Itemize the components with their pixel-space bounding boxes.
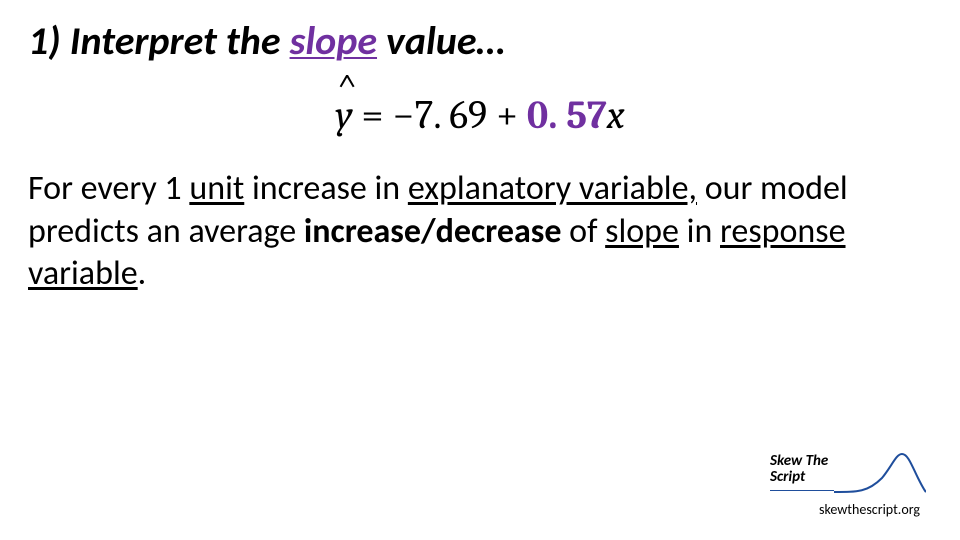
- slide: 1) Interpret the slope value… ^y = −7. 6…: [0, 0, 960, 540]
- body-t2: increase in: [244, 168, 408, 209]
- equation-operator: +: [496, 92, 527, 138]
- footer-url: skewthescript.org: [819, 501, 920, 518]
- equation-yhat: ^y: [335, 92, 352, 138]
- body-increase-decrease: increase/decrease: [304, 211, 562, 252]
- logo-curve-icon: [834, 448, 926, 498]
- logo-line2: Script: [770, 468, 805, 486]
- heading-suffix: value…: [377, 16, 505, 65]
- body-explanatory: explanatory variable,: [408, 168, 697, 209]
- slide-heading: 1) Interpret the slope value…: [28, 18, 932, 64]
- body-t6: of: [561, 211, 605, 252]
- logo-text: Skew The Script: [770, 454, 828, 486]
- interpretation-body: For every 1 unit increase in explanatory…: [28, 168, 932, 296]
- regression-equation: ^y = −7. 69 + 0. 57x: [28, 92, 932, 138]
- equation-intercept: −7. 69: [392, 92, 487, 138]
- body-t0: For every 1: [28, 168, 189, 209]
- body-unit: unit: [189, 168, 244, 209]
- body-slope: slope: [605, 211, 679, 252]
- skewthescript-logo: Skew The Script: [770, 450, 920, 494]
- equation-rhs-var: x: [607, 92, 625, 138]
- equation-slope: 0. 57: [527, 92, 607, 138]
- equals-sign: =: [361, 92, 392, 138]
- body-t10: .: [138, 253, 147, 294]
- hat-symbol: ^: [337, 67, 357, 108]
- logo-underline: [770, 490, 834, 491]
- body-t8: in: [679, 211, 720, 252]
- heading-prefix: 1) Interpret the: [28, 16, 290, 65]
- heading-slope-word: slope: [290, 16, 377, 65]
